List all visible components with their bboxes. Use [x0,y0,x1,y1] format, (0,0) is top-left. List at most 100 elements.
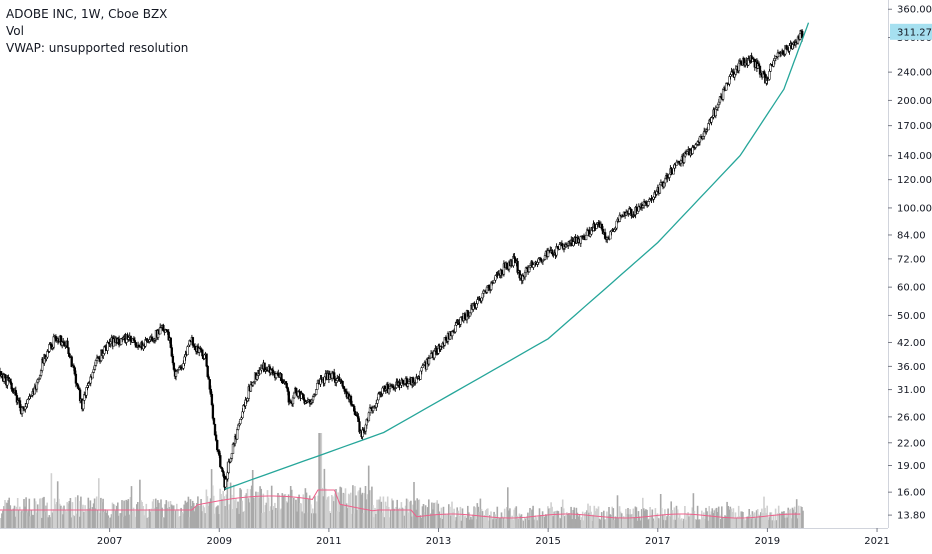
volume-bar [491,517,493,528]
candle-body [788,45,791,52]
volume-bar [686,513,688,528]
volume-bar [287,494,290,528]
vwap-indicator-label[interactable]: VWAP: unsupported resolution [6,41,189,55]
volume-bar [353,513,355,528]
price-tick-label: 84.00 [897,230,926,241]
candle-body [433,350,436,359]
volume-bar [463,516,466,528]
volume-bar [488,520,490,528]
volume-bar [385,505,388,528]
candle-body [341,380,344,387]
symbol-title[interactable]: ADOBE INC, 1W, Cboe BZX [6,7,168,21]
volume-bar [713,510,716,528]
volume-bar [233,484,235,528]
volume-bar [718,514,721,528]
volume-bar [302,494,305,528]
candle-body [216,440,219,451]
volume-bar [161,507,163,528]
volume-bar [538,508,541,528]
volume-bar [607,515,609,528]
volume-bar [695,519,698,528]
volume-bar [389,517,391,528]
volume-bar [511,515,513,528]
candle-body [182,363,185,369]
volume-bar [564,516,566,528]
volume-bar [9,505,12,528]
candle-body [74,373,78,384]
chart-legend: ADOBE INC, 1W, Cboe BZX Vol VWAP: unsupp… [6,6,188,57]
volume-bar [91,507,94,528]
volume-bar [61,507,63,528]
volume-bar [443,513,446,528]
volume-bar [219,488,221,528]
volume-bar [420,517,423,528]
volume-bar [180,507,182,528]
volume-bar [344,488,347,528]
volume-bar [776,513,779,528]
price-tick-label: 13.80 [897,511,926,522]
volume-bar [587,503,589,528]
volume-bar [35,512,38,528]
candle-body [717,101,721,106]
volume-bar [469,519,471,528]
volume-bar [517,518,520,528]
volume-bar [5,502,7,528]
volume-bar [478,511,481,528]
volume-bar [630,514,632,528]
candle-body [315,389,318,395]
volume-bar [688,516,690,528]
volume-bar [169,501,172,528]
volume-bar [151,501,154,528]
volume-bar [74,497,77,528]
volume-bar [704,518,706,528]
volume-bar [317,495,319,528]
volume-bar [238,513,240,528]
volume-bar [101,502,103,528]
candle-body [636,210,639,214]
volume-bar [520,514,523,528]
candle-body [170,347,173,357]
candle-body [647,201,650,206]
volume-bar [276,510,278,528]
volume-bar [586,510,588,528]
volume-bar [358,490,360,528]
volume-bar [750,518,753,528]
volume-bar [799,513,801,528]
candle-body [595,224,598,229]
volume-bar [198,505,200,528]
volume-bar [242,511,245,528]
volume-bar [100,497,102,528]
volume-bar [395,507,397,528]
volume-bar [438,511,441,528]
price-tick-label: 36.00 [897,362,926,373]
volume-bar [471,519,473,528]
volume-bar [23,499,25,528]
candle-body [28,396,31,400]
volume-bar [105,512,107,528]
candle-body [221,468,224,472]
volume-bar [19,506,21,528]
volume-bar [366,494,369,528]
vol-indicator-label[interactable]: Vol [6,24,24,38]
volume-bar [322,496,325,528]
volume-bar [153,507,156,528]
volume-bar [113,505,116,528]
volume-bar [83,512,85,528]
volume-bar [16,498,19,528]
volume-bar [536,520,539,528]
volume-bar [160,499,162,528]
volume-bar [792,509,795,528]
volume-ma-line [0,489,801,519]
volume-bar [4,500,6,528]
volume-bar [424,505,427,528]
volume-bar [645,509,647,528]
volume-bar [709,514,711,528]
candle-body [729,74,732,77]
volume-bar [787,507,789,528]
volume-bar [494,514,496,528]
volume-bar [123,500,125,528]
volume-bar [149,511,152,528]
candle-body [230,453,234,459]
volume-bar [714,508,717,528]
